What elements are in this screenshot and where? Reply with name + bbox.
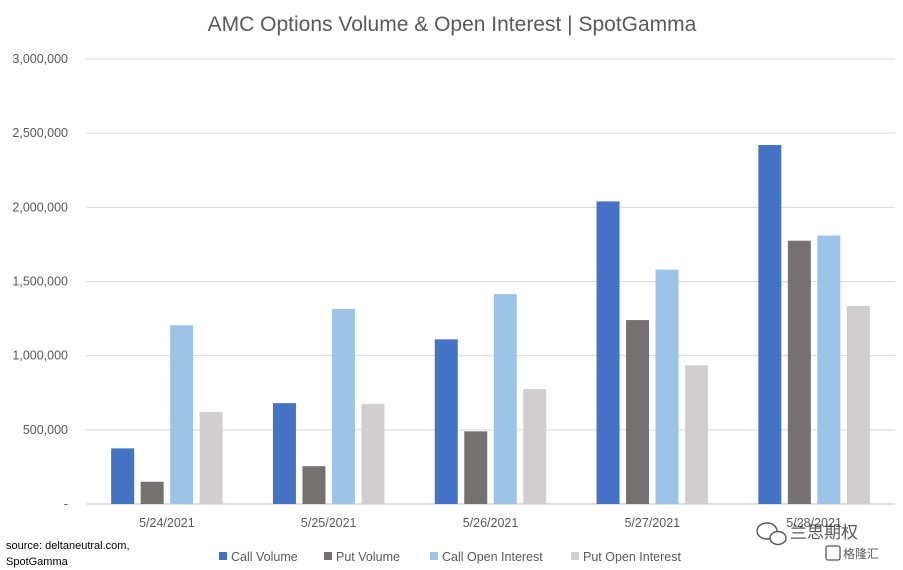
bar-put-open-interest bbox=[523, 389, 547, 504]
y-axis-ticks: - 500,000 1,000,000 1,500,000 2,000,000 2,500… bbox=[12, 52, 68, 511]
bar-put-open-interest bbox=[361, 403, 385, 504]
bar-call-open-interest bbox=[655, 269, 679, 504]
y-tick-label: 2,500,000 bbox=[12, 126, 68, 140]
bar-call-volume bbox=[434, 339, 458, 504]
y-tick-label: 1,500,000 bbox=[12, 275, 68, 289]
bar-put-open-interest bbox=[199, 412, 223, 504]
watermark-text: 兰思期权 bbox=[790, 523, 858, 542]
source-note: source: deltaneutral.com, SpotGamma bbox=[6, 540, 130, 568]
watermark-subtext: 格隆汇 bbox=[843, 546, 879, 561]
legend-label: Call Volume bbox=[231, 550, 298, 564]
bar-put-open-interest bbox=[846, 305, 870, 504]
y-tick-label: 2,000,000 bbox=[12, 200, 68, 214]
x-tick-label: 5/26/2021 bbox=[463, 516, 519, 530]
wechat-icon bbox=[756, 522, 787, 546]
legend-label: Put Open Interest bbox=[583, 550, 682, 564]
bar-call-volume bbox=[111, 448, 135, 504]
x-tick-label: 5/27/2021 bbox=[624, 516, 680, 530]
bar-call-open-interest bbox=[170, 325, 194, 504]
legend-swatch bbox=[571, 552, 579, 560]
bar-call-volume bbox=[272, 403, 296, 504]
bar-call-volume bbox=[596, 201, 620, 504]
bar-put-volume bbox=[140, 481, 164, 504]
bar-call-open-interest bbox=[493, 294, 517, 504]
y-tick-label: - bbox=[64, 497, 68, 511]
bar-call-open-interest bbox=[817, 235, 841, 504]
legend-swatch bbox=[324, 552, 332, 560]
x-tick-label: 5/24/2021 bbox=[139, 516, 195, 530]
x-tick-label: 5/25/2021 bbox=[301, 516, 357, 530]
source-line-1: source: deltaneutral.com, bbox=[6, 540, 130, 552]
bars bbox=[111, 145, 870, 505]
y-tick-label: 3,000,000 bbox=[12, 52, 68, 66]
legend-label: Call Open Interest bbox=[442, 550, 543, 564]
bar-put-volume bbox=[464, 431, 488, 504]
bar-put-volume bbox=[302, 466, 326, 504]
bar-call-volume bbox=[758, 145, 782, 505]
legend-label: Put Volume bbox=[336, 550, 400, 564]
x-tick-label: 5/28/2021 bbox=[786, 516, 842, 530]
bar-put-volume bbox=[626, 320, 650, 504]
watermark-logo-icon bbox=[825, 545, 841, 561]
source-line-2: SpotGamma bbox=[6, 556, 69, 568]
legend-swatch bbox=[430, 552, 438, 560]
bar-put-volume bbox=[787, 240, 811, 505]
bar-put-open-interest bbox=[685, 365, 709, 504]
legend-swatch bbox=[219, 552, 227, 560]
chart-title: AMC Options Volume & Open Interest | Spo… bbox=[208, 13, 697, 36]
x-axis-ticks: 5/24/2021 5/25/2021 5/26/2021 5/27/2021 5/28… bbox=[139, 516, 842, 530]
y-tick-label: 500,000 bbox=[23, 423, 68, 437]
watermark: 兰思期权 格隆汇 bbox=[756, 522, 879, 561]
bar-call-open-interest bbox=[331, 308, 355, 504]
legend: Call Volume Put Volume Call Open Interest P… bbox=[219, 550, 682, 564]
y-tick-label: 1,000,000 bbox=[12, 349, 68, 363]
